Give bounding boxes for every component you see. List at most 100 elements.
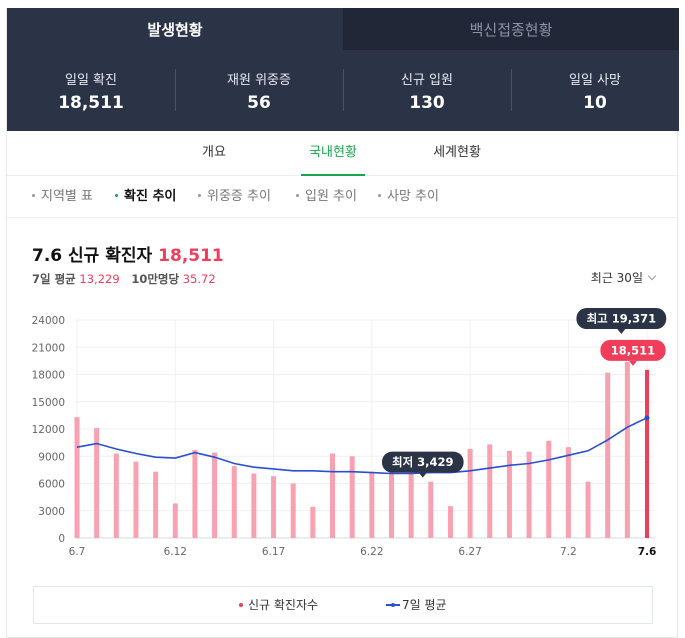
dashboard-panel: 발생현황 백신접종현황 일일 확진 18,511 재원 위중증 56 신규 입원…: [6, 8, 679, 638]
bar: [330, 453, 336, 538]
legend-line-icon: [386, 602, 400, 607]
avg-line: [76, 417, 648, 475]
bar: [212, 452, 218, 538]
filter-label: 위중증 추이: [207, 189, 271, 204]
sub-tabs: 개요 국내현황 세계현황: [7, 131, 679, 176]
filter-confirmed-trend[interactable]: 확진 추이: [115, 176, 176, 218]
chart-title-value: 18,511: [158, 246, 224, 266]
bar: [290, 483, 296, 538]
bar: [585, 481, 591, 538]
bar: [428, 481, 434, 538]
y-tick-label: 24000: [32, 315, 65, 327]
stat-value: 18,511: [58, 92, 124, 113]
stat-value: 56: [247, 92, 271, 113]
bar: [133, 461, 139, 538]
bar: [231, 466, 237, 538]
bar: [349, 456, 355, 538]
x-tick-label: 7.6: [638, 546, 657, 558]
filter-region-table[interactable]: 지역별 표: [32, 176, 93, 218]
bar: [94, 428, 100, 538]
bullet-icon: [378, 194, 381, 197]
bar: [172, 503, 178, 538]
bar: [546, 440, 552, 538]
filter-critical-trend[interactable]: 위중증 추이: [198, 176, 271, 218]
legend-confirmed: 신규 확진자수: [239, 587, 318, 623]
tab-global[interactable]: 세계현황: [433, 145, 481, 160]
filter-hospital-trend[interactable]: 입원 추이: [296, 176, 357, 218]
bar: [113, 453, 119, 538]
bullet-icon: [198, 194, 201, 197]
y-tick-label: 6000: [38, 479, 65, 491]
bar: [506, 450, 512, 538]
chart-title: 7.6 신규 확진자 18,511: [32, 241, 224, 266]
tab-domestic[interactable]: 국내현황: [301, 131, 365, 176]
y-tick-label: 9000: [38, 451, 65, 463]
bar: [153, 471, 159, 538]
bar: [408, 472, 414, 538]
y-tick-label: 0: [58, 533, 65, 545]
top-tabs: 발생현황 백신접종현황: [7, 8, 679, 50]
stat-value: 130: [409, 92, 445, 113]
filter-label: 확진 추이: [124, 189, 177, 204]
bar: [605, 372, 611, 538]
bar: [369, 471, 375, 538]
stat-label: 재원 위중증: [227, 72, 291, 88]
bar: [645, 369, 649, 538]
bar: [467, 448, 473, 538]
stat-critical: 재원 위중증 56: [175, 50, 343, 131]
period-dropdown[interactable]: 최근 30일: [590, 269, 657, 286]
filter-label: 지역별 표: [41, 189, 93, 204]
max-callout-pointer: [617, 329, 626, 335]
tab-outbreak-status[interactable]: 발생현황: [7, 8, 343, 50]
tab-overview[interactable]: 개요: [202, 145, 226, 160]
min-callout-pointer: [418, 472, 427, 478]
filter-label: 입원 추이: [305, 189, 357, 204]
tab-vaccination-status[interactable]: 백신접종현황: [343, 8, 679, 50]
bar: [271, 476, 277, 538]
min-callout-bubble: [381, 451, 464, 473]
bar: [487, 444, 493, 538]
bar: [310, 506, 316, 538]
legend-label: 신규 확진자수: [248, 598, 319, 612]
per100k-label: 10만명당: [131, 272, 180, 286]
stat-daily-deaths: 일일 사망 10: [511, 50, 679, 131]
x-tick-label: 6.22: [360, 546, 383, 558]
current-callout-bubble: [600, 339, 666, 361]
bar: [624, 362, 630, 538]
y-tick-label: 15000: [32, 397, 65, 409]
max-callout-label: 최고 19,371: [587, 312, 657, 326]
filter-bar: 지역별 표 확진 추이 위중증 추이 입원 추이 사망 추이: [7, 176, 679, 218]
legend-label: 7일 평균: [402, 598, 447, 612]
filter-label: 사망 추이: [387, 189, 439, 204]
stat-new-hospitalized: 신규 입원 130: [343, 50, 511, 131]
bar: [74, 417, 80, 538]
x-tick-label: 6.7: [69, 546, 86, 558]
min-callout-label: 최저 3,429: [392, 455, 454, 469]
per100k-value: 35.72: [182, 272, 216, 286]
bar: [388, 472, 394, 538]
bar: [447, 506, 453, 538]
confirmed-trend-chart: 0 3000 6000 9000 12000 15000 18000 21000 24000 6.…: [32, 308, 667, 558]
x-tick-label: 6.17: [262, 546, 285, 558]
avg-value: 13,229: [79, 272, 120, 286]
max-callout-bubble: [576, 308, 667, 330]
filter-death-trend[interactable]: 사망 추이: [378, 176, 439, 218]
x-tick-label: 6.12: [164, 546, 187, 558]
chart-legend: 신규 확진자수 7일 평균: [33, 586, 653, 624]
period-label: 최근 30일: [590, 271, 643, 285]
bar: [565, 447, 571, 538]
bullet-icon: [115, 194, 118, 197]
stat-value: 10: [583, 92, 607, 113]
y-tick-label: 21000: [32, 342, 65, 354]
legend-dot-icon: [239, 602, 243, 607]
stat-label: 신규 입원: [401, 72, 453, 88]
stat-label: 일일 사망: [569, 72, 621, 88]
stats-summary: 일일 확진 18,511 재원 위중증 56 신규 입원 130 일일 사망 1…: [7, 50, 679, 131]
bar: [526, 451, 532, 538]
bar: [251, 473, 257, 538]
stat-daily-confirmed: 일일 확진 18,511: [7, 50, 175, 131]
legend-7day-avg: 7일 평균: [386, 587, 447, 623]
stat-label: 일일 확진: [65, 72, 117, 88]
avg-point: [644, 415, 650, 421]
chart-title-text: 7.6 신규 확진자: [32, 246, 153, 266]
